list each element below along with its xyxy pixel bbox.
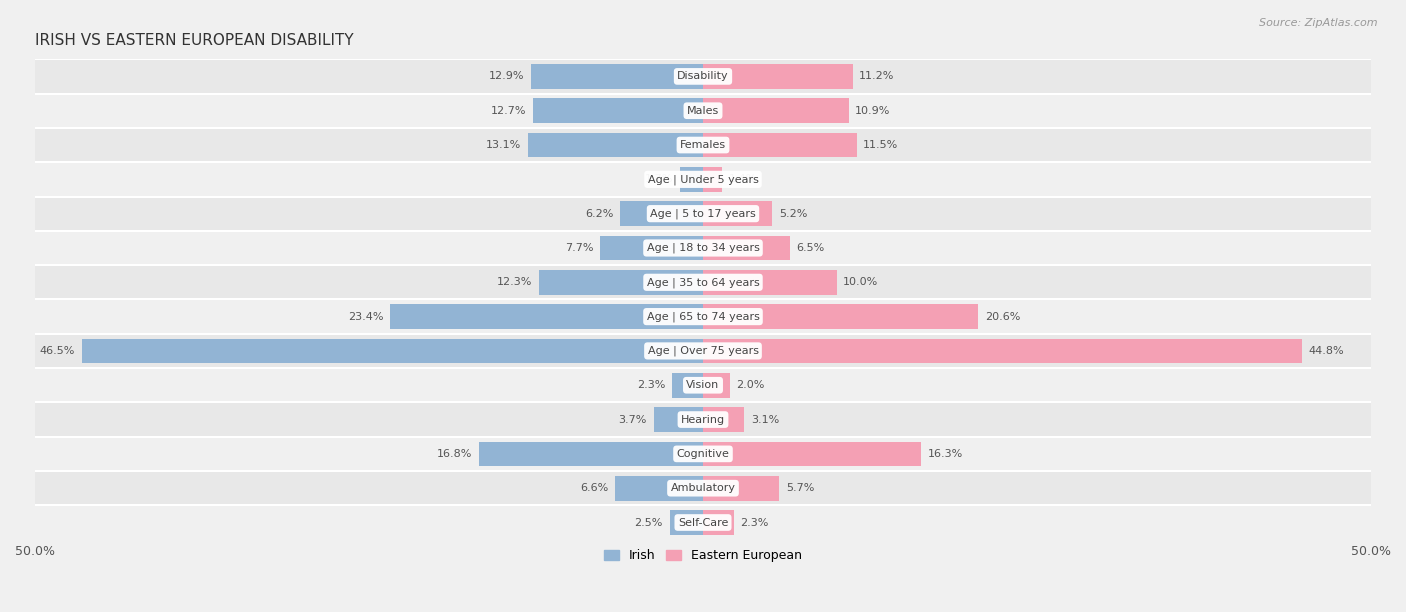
Text: 11.2%: 11.2% <box>859 72 894 81</box>
Text: 2.5%: 2.5% <box>634 518 662 528</box>
Text: 13.1%: 13.1% <box>486 140 522 150</box>
Text: 7.7%: 7.7% <box>565 243 593 253</box>
Text: Age | 5 to 17 years: Age | 5 to 17 years <box>650 209 756 219</box>
Bar <box>35 162 1371 196</box>
Bar <box>703 338 1302 364</box>
Legend: Irish, Eastern European: Irish, Eastern European <box>599 544 807 567</box>
Text: 1.7%: 1.7% <box>645 174 673 184</box>
Text: Females: Females <box>681 140 725 150</box>
Bar <box>703 407 744 432</box>
Bar <box>530 64 703 89</box>
Text: 10.0%: 10.0% <box>844 277 879 287</box>
Text: 5.7%: 5.7% <box>786 483 814 493</box>
Bar <box>703 476 779 501</box>
Text: Self-Care: Self-Care <box>678 518 728 528</box>
Text: Age | 35 to 64 years: Age | 35 to 64 years <box>647 277 759 288</box>
Bar <box>35 299 1371 334</box>
Bar <box>703 510 734 535</box>
Text: 1.4%: 1.4% <box>728 174 756 184</box>
Text: 44.8%: 44.8% <box>1308 346 1344 356</box>
Bar <box>703 167 721 192</box>
Bar <box>703 64 852 89</box>
Bar <box>35 231 1371 265</box>
Text: Cognitive: Cognitive <box>676 449 730 459</box>
Bar <box>478 441 703 466</box>
Text: 5.2%: 5.2% <box>779 209 807 218</box>
Bar <box>529 133 703 157</box>
Bar <box>672 373 703 398</box>
Bar <box>538 270 703 294</box>
Text: 2.0%: 2.0% <box>737 380 765 390</box>
Text: 3.1%: 3.1% <box>751 414 779 425</box>
Bar <box>703 373 730 398</box>
Bar <box>35 334 1371 368</box>
Text: 2.3%: 2.3% <box>637 380 665 390</box>
Bar <box>35 437 1371 471</box>
Bar <box>35 196 1371 231</box>
Bar <box>391 304 703 329</box>
Text: 10.9%: 10.9% <box>855 106 890 116</box>
Text: 12.9%: 12.9% <box>488 72 524 81</box>
Bar <box>35 265 1371 299</box>
Text: Age | Under 5 years: Age | Under 5 years <box>648 174 758 185</box>
Text: IRISH VS EASTERN EUROPEAN DISABILITY: IRISH VS EASTERN EUROPEAN DISABILITY <box>35 34 354 48</box>
Bar <box>35 403 1371 437</box>
Text: Vision: Vision <box>686 380 720 390</box>
Bar <box>703 201 772 226</box>
Text: Disability: Disability <box>678 72 728 81</box>
Bar <box>703 304 979 329</box>
Bar <box>620 201 703 226</box>
Text: Age | Over 75 years: Age | Over 75 years <box>648 346 758 356</box>
Text: 20.6%: 20.6% <box>984 312 1021 322</box>
Text: Source: ZipAtlas.com: Source: ZipAtlas.com <box>1260 18 1378 28</box>
Text: Age | 18 to 34 years: Age | 18 to 34 years <box>647 243 759 253</box>
Text: Age | 65 to 74 years: Age | 65 to 74 years <box>647 312 759 322</box>
Text: Ambulatory: Ambulatory <box>671 483 735 493</box>
Bar <box>35 506 1371 540</box>
Bar <box>35 128 1371 162</box>
Text: 16.8%: 16.8% <box>436 449 472 459</box>
Text: Hearing: Hearing <box>681 414 725 425</box>
Text: 2.3%: 2.3% <box>741 518 769 528</box>
Bar <box>614 476 703 501</box>
Bar <box>600 236 703 260</box>
Text: 46.5%: 46.5% <box>39 346 75 356</box>
Bar <box>703 270 837 294</box>
Text: Males: Males <box>688 106 718 116</box>
Bar <box>35 368 1371 403</box>
Bar <box>703 236 790 260</box>
Bar <box>35 94 1371 128</box>
Text: 6.5%: 6.5% <box>797 243 825 253</box>
Bar <box>35 59 1371 94</box>
Bar <box>35 471 1371 506</box>
Bar <box>681 167 703 192</box>
Bar <box>533 99 703 123</box>
Bar <box>703 133 856 157</box>
Text: 11.5%: 11.5% <box>863 140 898 150</box>
Text: 12.7%: 12.7% <box>491 106 527 116</box>
Bar <box>82 338 703 364</box>
Bar <box>703 99 849 123</box>
Text: 23.4%: 23.4% <box>349 312 384 322</box>
Text: 3.7%: 3.7% <box>619 414 647 425</box>
Text: 6.6%: 6.6% <box>579 483 609 493</box>
Bar <box>703 441 921 466</box>
Text: 16.3%: 16.3% <box>928 449 963 459</box>
Text: 12.3%: 12.3% <box>496 277 531 287</box>
Bar <box>669 510 703 535</box>
Bar <box>654 407 703 432</box>
Text: 6.2%: 6.2% <box>585 209 613 218</box>
